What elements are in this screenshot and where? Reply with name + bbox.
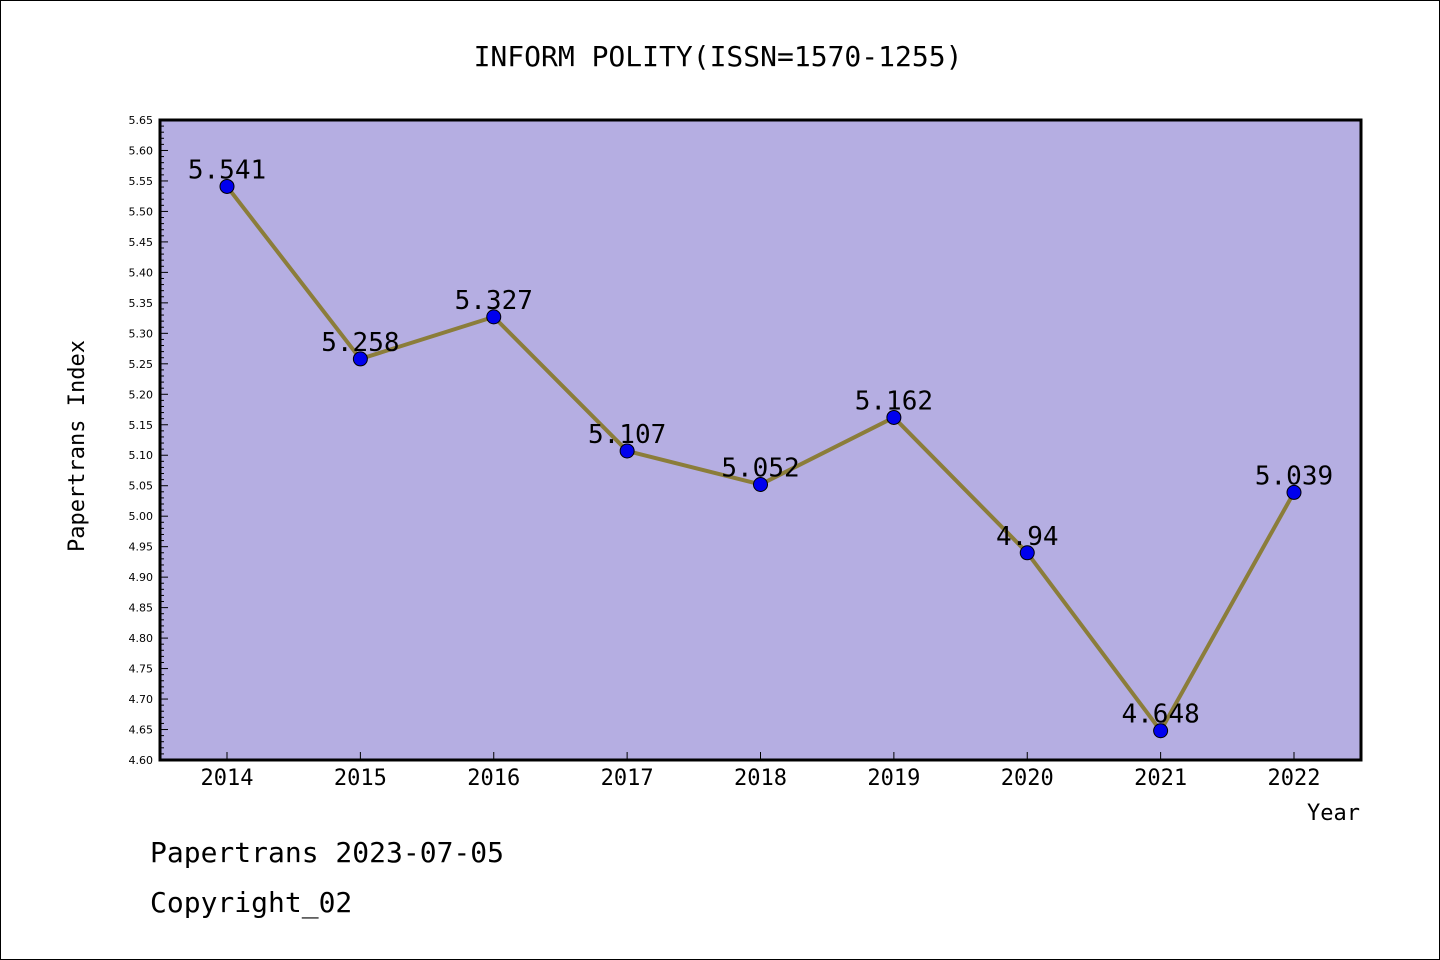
data-point — [219, 178, 235, 194]
data-label: 5.258 — [321, 328, 399, 358]
y-tick-label: 4.90 — [129, 571, 154, 584]
data-label: 5.039 — [1255, 461, 1333, 491]
x-axis-label: Year — [1307, 801, 1360, 826]
y-axis: 4.60 4.65 4.70 4.75 4.80 4.85 4.90 4.95 5.00 5.05… — [129, 114, 168, 767]
data-point — [352, 351, 368, 367]
x-tick-label: 2022 — [1268, 766, 1321, 791]
y-tick-label: 4.65 — [129, 724, 154, 737]
data-label: 4.648 — [1121, 700, 1199, 730]
y-tick-label: 4.80 — [129, 632, 154, 645]
x-tick-label: 2020 — [1001, 766, 1054, 791]
y-tick-label: 5.15 — [129, 419, 154, 432]
data-label: 5.052 — [721, 453, 799, 483]
data-label: 4.94 — [996, 522, 1059, 552]
y-tick-label: 4.95 — [129, 541, 154, 554]
y-tick-label: 4.60 — [129, 754, 154, 767]
plot-area — [158, 118, 1363, 762]
chart-title: INFORM POLITY(ISSN=1570-1255) — [474, 40, 963, 73]
y-tick-label: 5.60 — [129, 144, 154, 157]
y-tick-label: 5.65 — [129, 114, 154, 127]
data-label: 5.327 — [455, 286, 533, 316]
data-point — [1153, 723, 1169, 739]
y-tick-label: 5.10 — [129, 449, 154, 462]
y-tick-label: 5.55 — [129, 175, 154, 188]
y-tick-label: 4.75 — [129, 663, 154, 676]
y-tick-label: 5.35 — [129, 297, 154, 310]
x-tick-label: 2015 — [334, 766, 387, 791]
y-tick-label: 5.50 — [129, 205, 154, 218]
data-point — [1019, 545, 1035, 561]
footer-copyright: Copyright_02 — [150, 886, 353, 919]
data-point — [1286, 484, 1302, 500]
x-tick-label: 2021 — [1134, 766, 1187, 791]
footer-date: Papertrans 2023-07-05 — [150, 836, 505, 869]
y-tick-label: 5.40 — [129, 266, 154, 279]
y-tick-label: 4.85 — [129, 602, 154, 615]
series-layer: 5.541 5.258 5.327 5.107 5.052 5.162 4.94 4.648 5… — [188, 155, 1333, 739]
data-label: 5.107 — [588, 420, 666, 450]
x-axis: 2014 2015 2016 2017 2018 2019 2020 2021 2022 — [201, 752, 1321, 791]
y-axis-label: Papertrans Index — [65, 340, 90, 552]
y-tick-label: 5.00 — [129, 510, 154, 523]
data-point — [753, 476, 768, 492]
y-tick-label: 5.05 — [129, 480, 154, 493]
data-label: 5.541 — [188, 155, 266, 185]
y-tick-label: 5.45 — [129, 236, 154, 249]
data-point — [486, 309, 502, 325]
x-tick-label: 2017 — [601, 766, 654, 791]
x-tick-label: 2014 — [201, 766, 254, 791]
y-tick-label: 4.70 — [129, 693, 154, 706]
x-tick-label: 2016 — [467, 766, 520, 791]
y-tick-label: 5.20 — [129, 388, 154, 401]
x-tick-label: 2018 — [734, 766, 787, 791]
data-point — [619, 443, 635, 459]
data-point — [886, 409, 902, 425]
x-tick-label: 2019 — [867, 766, 920, 791]
data-label: 5.162 — [855, 386, 933, 416]
y-tick-label: 5.25 — [129, 358, 154, 371]
y-tick-label: 5.30 — [129, 327, 154, 340]
